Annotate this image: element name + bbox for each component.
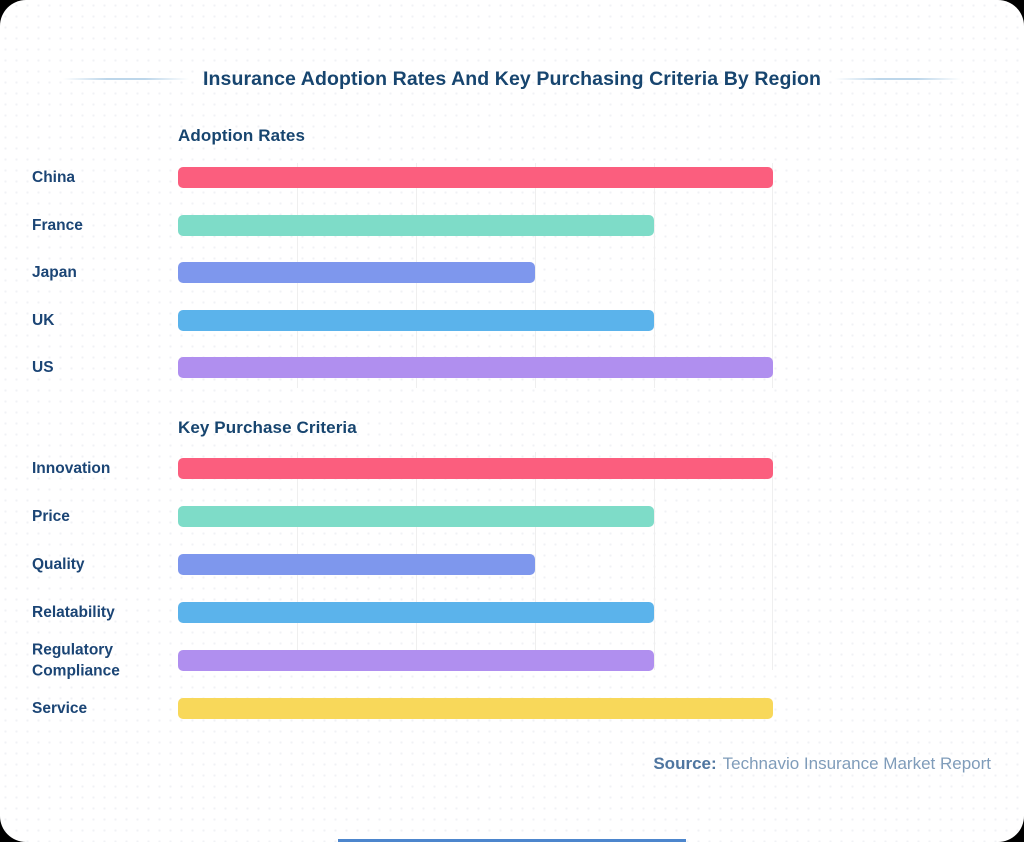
bottom-accent-line	[338, 839, 686, 842]
bar-relatability	[178, 602, 654, 623]
category-label-france: France	[32, 216, 83, 234]
bar-track	[178, 506, 773, 527]
chart-row: China	[0, 167, 1024, 188]
chart-row: Quality	[0, 554, 1024, 575]
title-row: Insurance Adoption Rates And Key Purchas…	[0, 63, 1024, 95]
bar-japan	[178, 262, 535, 283]
chart-row: France	[0, 215, 1024, 236]
bar-track	[178, 262, 773, 283]
bar-quality	[178, 554, 535, 575]
category-label-china: China	[32, 168, 76, 186]
gridline	[535, 452, 536, 670]
bar-track	[178, 650, 773, 671]
gridline	[772, 452, 773, 670]
title-decor-line-left	[62, 78, 189, 80]
bar-track	[178, 167, 773, 188]
bar-track	[178, 458, 773, 479]
chart-row: Japan	[0, 262, 1024, 283]
bar-china	[178, 167, 773, 188]
chart-row: UK	[0, 310, 1024, 331]
category-label-price: Price	[32, 507, 70, 525]
category-label-quality: Quality	[32, 555, 85, 573]
bar-track	[178, 602, 773, 623]
bar-track	[178, 698, 773, 719]
chart-row: Service	[0, 698, 1024, 719]
chart-row: Regulatory Compliance	[0, 641, 1024, 680]
title-decor-line-right	[835, 78, 962, 80]
section-title-key-purchase-criteria: Key Purchase Criteria	[178, 418, 357, 437]
bar-track	[178, 215, 773, 236]
bar-track	[178, 310, 773, 331]
bar-price	[178, 506, 654, 527]
bar-france	[178, 215, 654, 236]
source-text: Technavio Insurance Market Report	[722, 754, 991, 773]
chart-row: Relatability	[0, 602, 1024, 623]
chart-row: Price	[0, 506, 1024, 527]
category-label-service: Service	[32, 699, 88, 717]
category-label-regulatory-compliance: Regulatory Compliance	[32, 640, 120, 680]
category-label-us: US	[32, 358, 54, 376]
chart-row: US	[0, 357, 1024, 378]
gridline	[654, 452, 655, 670]
bar-regulatory-compliance	[178, 650, 654, 671]
section-title-adoption-rates: Adoption Rates	[178, 126, 306, 145]
source-label: Source:	[653, 754, 717, 773]
category-label-japan: Japan	[32, 263, 77, 281]
gridline	[535, 163, 536, 388]
gridline	[654, 163, 655, 388]
category-label-uk: UK	[32, 311, 55, 329]
gridline	[772, 163, 773, 388]
bar-innovation	[178, 458, 773, 479]
category-label-innovation: Innovation	[32, 459, 111, 477]
source-attribution: Source: Technavio Insurance Market Report	[653, 754, 991, 774]
page-title: Insurance Adoption Rates And Key Purchas…	[202, 67, 822, 90]
bar-us	[178, 357, 773, 378]
bar-track	[178, 357, 773, 378]
bar-service	[178, 698, 773, 719]
chart-row: Innovation	[0, 458, 1024, 479]
category-label-relatability: Relatability	[32, 603, 115, 621]
bar-track	[178, 554, 773, 575]
bar-uk	[178, 310, 654, 331]
